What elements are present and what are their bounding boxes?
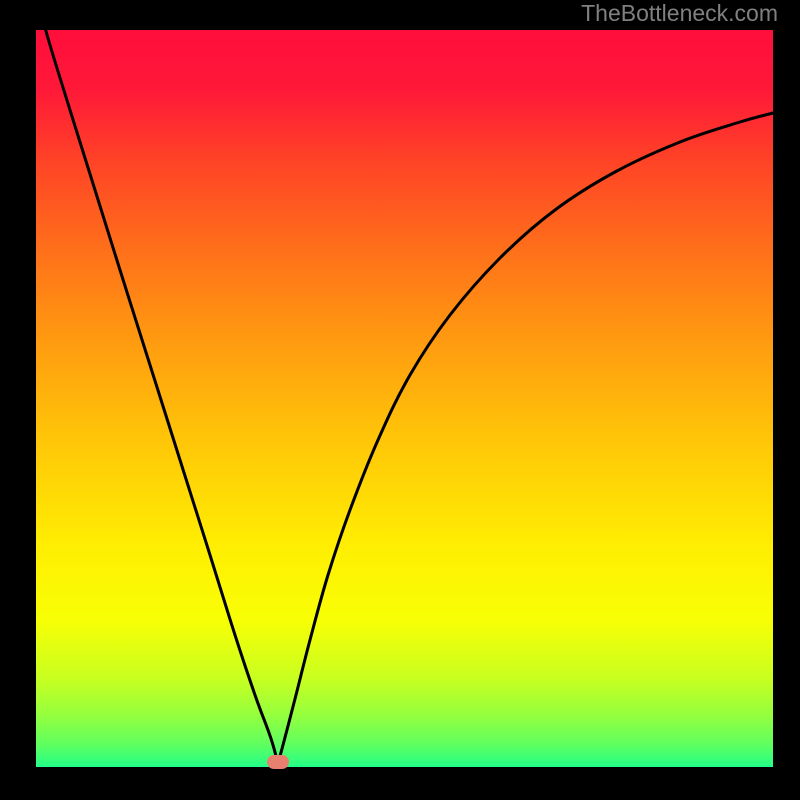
watermark-text: TheBottleneck.com bbox=[581, 0, 778, 27]
plot-area bbox=[36, 30, 773, 767]
bottleneck-curve bbox=[36, 30, 773, 767]
optimum-marker bbox=[267, 755, 289, 769]
